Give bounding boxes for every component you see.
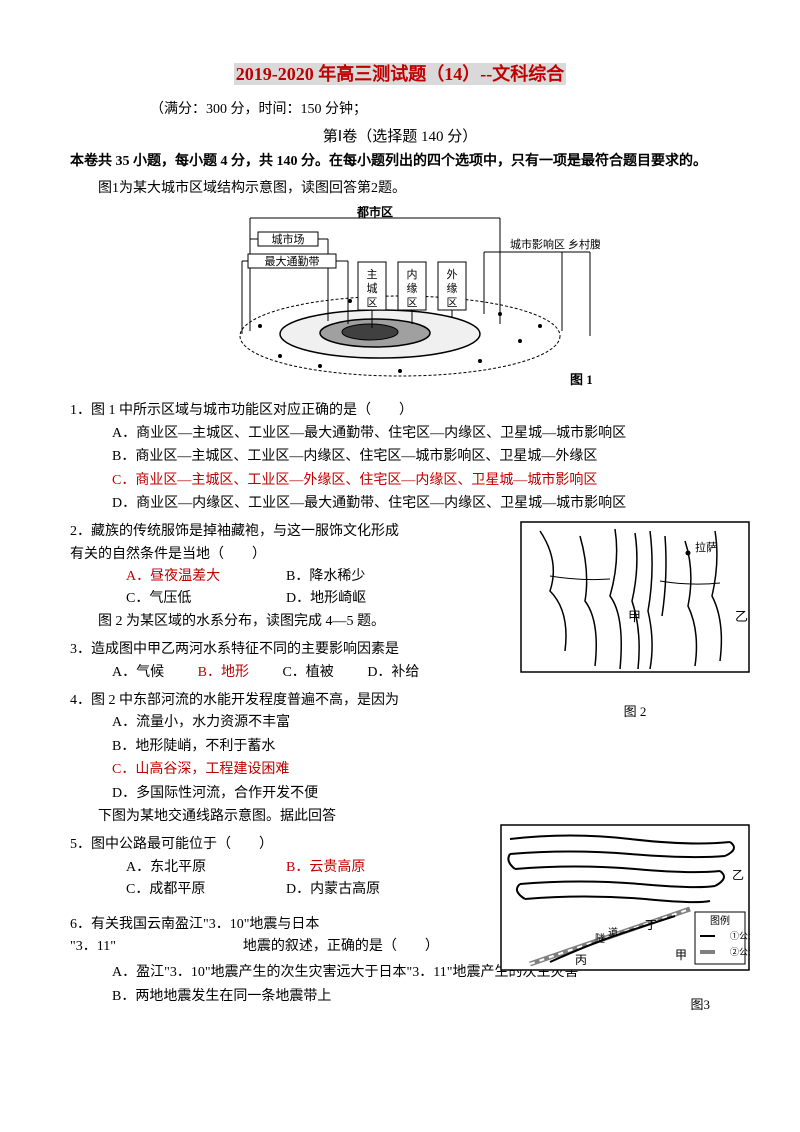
q2-stem1: 2．藏族的传统服饰是掉袖藏袍，与这一服饰文化形成: [70, 521, 450, 543]
question-2: 2．藏族的传统服饰是掉袖藏袍，与这一服饰文化形成 有关的自然条件是当地（ ） A…: [70, 521, 450, 633]
q6-blank: [119, 949, 239, 950]
figure2-container: 拉萨 甲 乙 图 2: [520, 521, 750, 722]
svg-text:隧: 隧: [595, 932, 605, 945]
figure3-svg: 隧 道 图例 ①公路 ②公路 甲 乙 丙 丁: [500, 824, 750, 984]
fig3-legend1: ①公路: [730, 930, 750, 941]
svg-text:缘: 缘: [407, 282, 418, 295]
q5-option-d: D．内蒙古高原: [286, 879, 446, 901]
q2-q4-block: 2．藏族的传统服饰是掉袖藏袍，与这一服饰文化形成 有关的自然条件是当地（ ） A…: [70, 521, 730, 828]
q3-option-a: A．气候: [112, 662, 164, 684]
question-5: 5．图中公路最可能位于（ ） A．东北平原 B．云贵高原 C．成都平原 D．内蒙…: [70, 834, 450, 901]
svg-text:外: 外: [447, 268, 458, 281]
q4-note: 下图为某地交通线路示意图。据此回答: [98, 806, 450, 828]
q1-option-d: D．商业区—内缘区、工业区—最大通勤带、住宅区—内缘区、卫星城—城市影响区: [112, 493, 730, 515]
fig1-caption: 图 1: [570, 372, 593, 386]
title-highlight: 2019-2020 年高三测试题（14）--文科综合: [234, 63, 566, 85]
q2-option-d: D．地形崎岖: [286, 588, 446, 610]
fig1-label-citymarket: 城市场: [272, 232, 305, 246]
section-header: 第Ⅰ卷（选择题 140 分）: [70, 125, 730, 149]
q1-option-b: B．商业区—主城区、工业区—内缘区、住宅区—城市影响区、卫星城—外缘区: [112, 446, 730, 468]
svg-text:缘: 缘: [447, 282, 458, 295]
fig3-label-ding: 丁: [645, 918, 657, 932]
svg-text:区: 区: [447, 297, 458, 309]
q3-option-b: B．地形: [198, 662, 249, 684]
fig1-label-influence: 城市影响区: [510, 237, 565, 251]
q6-stem2: "3．11": [70, 939, 116, 954]
q4-option-d: D．多国际性河流，合作开发不便: [112, 783, 450, 805]
svg-text:道: 道: [608, 926, 618, 939]
page-title: 2019-2020 年高三测试题（14）--文科综合: [70, 60, 730, 89]
fig1-label-top: 都市区: [356, 206, 393, 219]
q4-option-b: B．地形陡峭，不利于蓄水: [112, 736, 450, 758]
fig1-label-rural: 乡村腹地: [568, 237, 600, 251]
fig3-legend2: ②公路: [730, 946, 750, 957]
q5-block: 5．图中公路最可能位于（ ） A．东北平原 B．云贵高原 C．成都平原 D．内蒙…: [70, 834, 730, 958]
q1-options: A．商业区—主城区、工业区—最大通勤带、住宅区—内缘区、卫星城—城市影响区 B．…: [112, 423, 730, 516]
q3-option-d: D．补给: [367, 662, 419, 684]
q3-options: A．气候 B．地形 C．植被 D．补给: [112, 662, 450, 684]
question-6: 6．有关我国云南盈江"3．10"地震与日本 "3．11" 地震的叙述，正确的是（…: [70, 914, 450, 959]
q2-note: 图 2 为某区域的水系分布，读图完成 4—5 题。: [98, 611, 450, 633]
figure2-svg: 拉萨 甲 乙: [520, 521, 750, 691]
q1-option-a: A．商业区—主城区、工业区—最大通勤带、住宅区—内缘区、卫星城—城市影响区: [112, 423, 730, 445]
q2-option-b: B．降水稀少: [286, 566, 446, 588]
fig3-label-yi: 乙: [732, 868, 744, 882]
fig2-label-yi: 乙: [735, 609, 748, 624]
fig2-label-jia: 甲: [628, 609, 641, 624]
q2-option-c: C．气压低: [126, 588, 286, 610]
intro-figure1: 图1为某大城市区域结构示意图，读图回答第2题。: [98, 178, 730, 200]
q2-option-a: A．昼夜温差大: [126, 566, 286, 588]
fig3-label-bing: 丙: [575, 953, 587, 967]
figure3-container: 隧 道 图例 ①公路 ②公路 甲 乙 丙 丁 图3: [500, 824, 750, 1015]
fig3-label-jia: 甲: [675, 948, 687, 962]
svg-text:区: 区: [407, 297, 418, 309]
q1-stem: 1．图 1 中所示区域与城市功能区对应正确的是（ ）: [70, 400, 730, 422]
figure3-caption: 图3: [500, 995, 710, 1016]
figure1-container: 都市区 城市场 最大通勤带 主 城 区 内 缘 区 外 缘 区 城市影响区 乡村…: [70, 206, 730, 394]
svg-text:主: 主: [367, 268, 378, 281]
svg-text:区: 区: [367, 297, 378, 309]
q2-options: A．昼夜温差大 B．降水稀少 C．气压低 D．地形崎岖: [126, 566, 450, 611]
q5-option-a: A．东北平原: [126, 857, 286, 879]
q3-option-c: C．植被: [282, 662, 333, 684]
subtitle: （满分：300 分，时间：150 分钟；: [150, 99, 730, 121]
fig1-label-commute: 最大通勤带: [265, 254, 320, 268]
q4-option-a: A．流量小，水力资源不丰富: [112, 712, 450, 734]
q6-stem3: 地震的叙述，正确的是（ ）: [243, 939, 439, 954]
q4-options: A．流量小，水力资源不丰富 B．地形陡峭，不利于蓄水 C．山高谷深，工程建设困难…: [112, 712, 450, 805]
q4-stem: 4．图 2 中东部河流的水能开发程度普遍不高，是因为: [70, 690, 450, 712]
question-3: 3．造成图中甲乙两河水系特征不同的主要影响因素是 A．气候 B．地形 C．植被 …: [70, 639, 450, 684]
question-4: 4．图 2 中东部河流的水能开发程度普遍不高，是因为 A．流量小，水力资源不丰富…: [70, 690, 450, 828]
figure1-svg: 都市区 城市场 最大通勤带 主 城 区 内 缘 区 外 缘 区 城市影响区 乡村…: [200, 206, 600, 386]
q5-option-b: B．云贵高原: [286, 857, 446, 879]
svg-text:城: 城: [367, 282, 378, 295]
q5-stem: 5．图中公路最可能位于（ ）: [70, 834, 450, 856]
q1-option-c: C．商业区—主城区、工业区—外缘区、住宅区—内缘区、卫星城—城市影响区: [112, 470, 730, 492]
instruction-text: 本卷共 35 小题，每小题 4 分，共 140 分。在每小题列出的四个选项中，只…: [70, 151, 730, 173]
fig3-legend-title: 图例: [710, 914, 730, 927]
q3-stem: 3．造成图中甲乙两河水系特征不同的主要影响因素是: [70, 639, 450, 661]
fig2-label-lasa: 拉萨: [695, 540, 717, 554]
q5-option-c: C．成都平原: [126, 879, 286, 901]
svg-text:内: 内: [407, 267, 418, 281]
q6-stem1: 6．有关我国云南盈江"3．10"地震与日本: [70, 914, 450, 936]
question-1: 1．图 1 中所示区域与城市功能区对应正确的是（ ） A．商业区—主城区、工业区…: [70, 400, 730, 515]
q2-stem2: 有关的自然条件是当地（ ）: [70, 544, 450, 566]
q5-options: A．东北平原 B．云贵高原 C．成都平原 D．内蒙古高原: [126, 857, 450, 902]
q4-option-c: C．山高谷深，工程建设困难: [112, 759, 450, 781]
figure2-caption: 图 2: [520, 702, 750, 723]
